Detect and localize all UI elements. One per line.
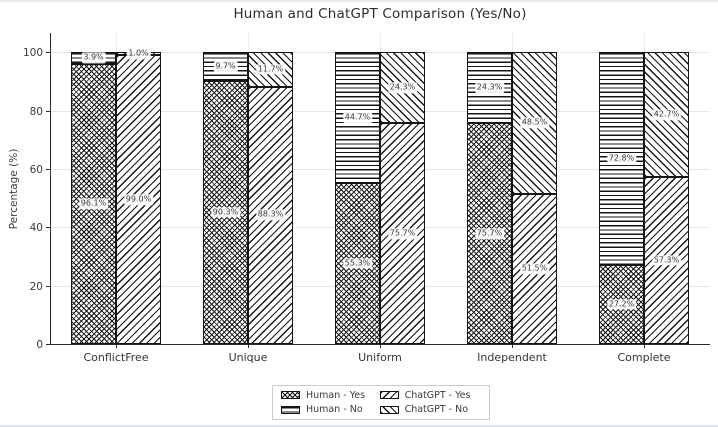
- bar-group-independent: 75.7% 24.3% 51.5% 48.5%: [467, 52, 557, 344]
- legend-label: ChatGPT - No: [404, 404, 469, 416]
- legend-entry: Human - Yes: [281, 390, 372, 401]
- human-bar: 90.3% 9.7%: [203, 52, 248, 344]
- y-tick-label: 20: [29, 280, 43, 293]
- segment-label: 51.5%: [519, 263, 550, 275]
- chatgpt-bar: 57.3% 42.7%: [644, 52, 689, 344]
- segment-label: 24.3%: [474, 82, 505, 94]
- y-tick-mark: [46, 227, 50, 229]
- x-tick-label: ConflictFree: [83, 351, 149, 364]
- x-tick-label: Unique: [228, 351, 268, 364]
- human-bar: 27.2% 72.8%: [599, 52, 644, 344]
- segment-label: 42.7%: [651, 109, 682, 121]
- chatgpt-bar: 51.5% 48.5%: [512, 52, 557, 344]
- human-bar: 96.1% 3.9%: [71, 52, 116, 344]
- y-axis-label: Percentage (%): [8, 148, 20, 230]
- segment-label: 75.7%: [387, 228, 418, 240]
- segment-label: 1.0%: [126, 48, 151, 60]
- segment-chatgpt-yes: [248, 86, 293, 344]
- bottom-border-strip: [0, 425, 718, 427]
- y-tick-label: 40: [29, 222, 43, 235]
- legend-swatch-horizontal-lines: [281, 405, 300, 414]
- segment-human-no: [467, 52, 512, 124]
- segment-label: 72.8%: [606, 153, 637, 164]
- x-tick-mark: [116, 345, 117, 348]
- segment-label: 27.2%: [606, 298, 637, 310]
- top-border-strip: [0, 0, 718, 2]
- segment-label: 90.3%: [210, 206, 241, 218]
- segment-label: 99.0%: [123, 194, 154, 206]
- chatgpt-bar: 88.3% 11.7%: [248, 52, 293, 344]
- y-tick-mark: [46, 110, 50, 112]
- y-tick-label: 0: [36, 339, 43, 351]
- segment-label: 55.3%: [342, 257, 373, 269]
- segment-label: 24.3%: [387, 82, 418, 94]
- bar-group-unique: 90.3% 9.7% 88.3% 11.7%: [203, 52, 293, 344]
- x-tick-mark: [380, 345, 381, 348]
- segment-label: 88.3%: [255, 209, 286, 221]
- chart-title: Human and ChatGPT Comparison (Yes/No): [233, 6, 527, 22]
- legend: Human - Yes ChatGPT - Yes Human - No ChatGP…: [272, 385, 490, 420]
- segment-chatgpt-yes: [512, 193, 557, 344]
- bar-group-conflictfree: 96.1% 3.9% 99.0% 1.0%: [71, 48, 161, 344]
- x-tick-label: Complete: [617, 351, 671, 364]
- legend-label: Human - No: [306, 404, 363, 416]
- segment-label: 3.9%: [81, 52, 106, 64]
- legend-entry: ChatGPT - Yes: [379, 389, 481, 401]
- x-tick-mark: [248, 345, 249, 348]
- chatgpt-bar: 75.7% 24.3%: [380, 52, 425, 344]
- plot-area: 0 20 40 60 80 100 ConflictFree 96.1% 3.9% 99.0% 1.…: [23, 33, 710, 364]
- chatgpt-bar: 99.0% 1.0%: [116, 48, 161, 344]
- legend-label: Human - Yes: [306, 389, 366, 401]
- segment-label: 75.7%: [474, 228, 505, 240]
- legend-entry: ChatGPT - No: [379, 404, 481, 416]
- x-tick-mark: [512, 345, 513, 348]
- y-tick-mark: [46, 344, 50, 345]
- segment-label: 9.7%: [213, 61, 238, 72]
- legend-swatch-diagonal-forward: [379, 391, 399, 400]
- y-tick-mark: [46, 169, 50, 171]
- segment-label: 48.5%: [519, 117, 550, 129]
- x-axis-spine: [50, 344, 710, 345]
- x-tick-label: Independent: [477, 351, 547, 364]
- bar-group-complete: 27.2% 72.8% 57.3% 42.7%: [599, 52, 689, 344]
- human-bar: 55.3% 44.7%: [335, 52, 380, 344]
- human-bar: 75.7% 24.3%: [467, 52, 512, 344]
- legend-swatch-diagonal-backward: [379, 405, 399, 414]
- y-tick-label: 100: [22, 47, 43, 60]
- segment-label: 57.3%: [651, 255, 682, 266]
- legend-label: ChatGPT - Yes: [404, 389, 471, 401]
- legend-entry: Human - No: [281, 404, 372, 415]
- legend-swatch-crosshatch: [281, 391, 300, 400]
- x-tick-mark: [644, 345, 645, 348]
- y-tick-mark: [46, 285, 50, 287]
- y-axis-spine: [50, 33, 51, 345]
- y-tick-label: 80: [29, 105, 43, 118]
- x-tick-label: Uniform: [358, 351, 402, 364]
- segment-label: 44.7%: [342, 112, 373, 123]
- segment-label: 96.1%: [78, 198, 109, 210]
- y-tick-mark: [46, 52, 50, 54]
- segment-label: 11.7%: [255, 64, 286, 75]
- y-tick-label: 60: [29, 164, 43, 177]
- bar-group-uniform: 55.3% 44.7% 75.7% 24.3%: [335, 52, 425, 344]
